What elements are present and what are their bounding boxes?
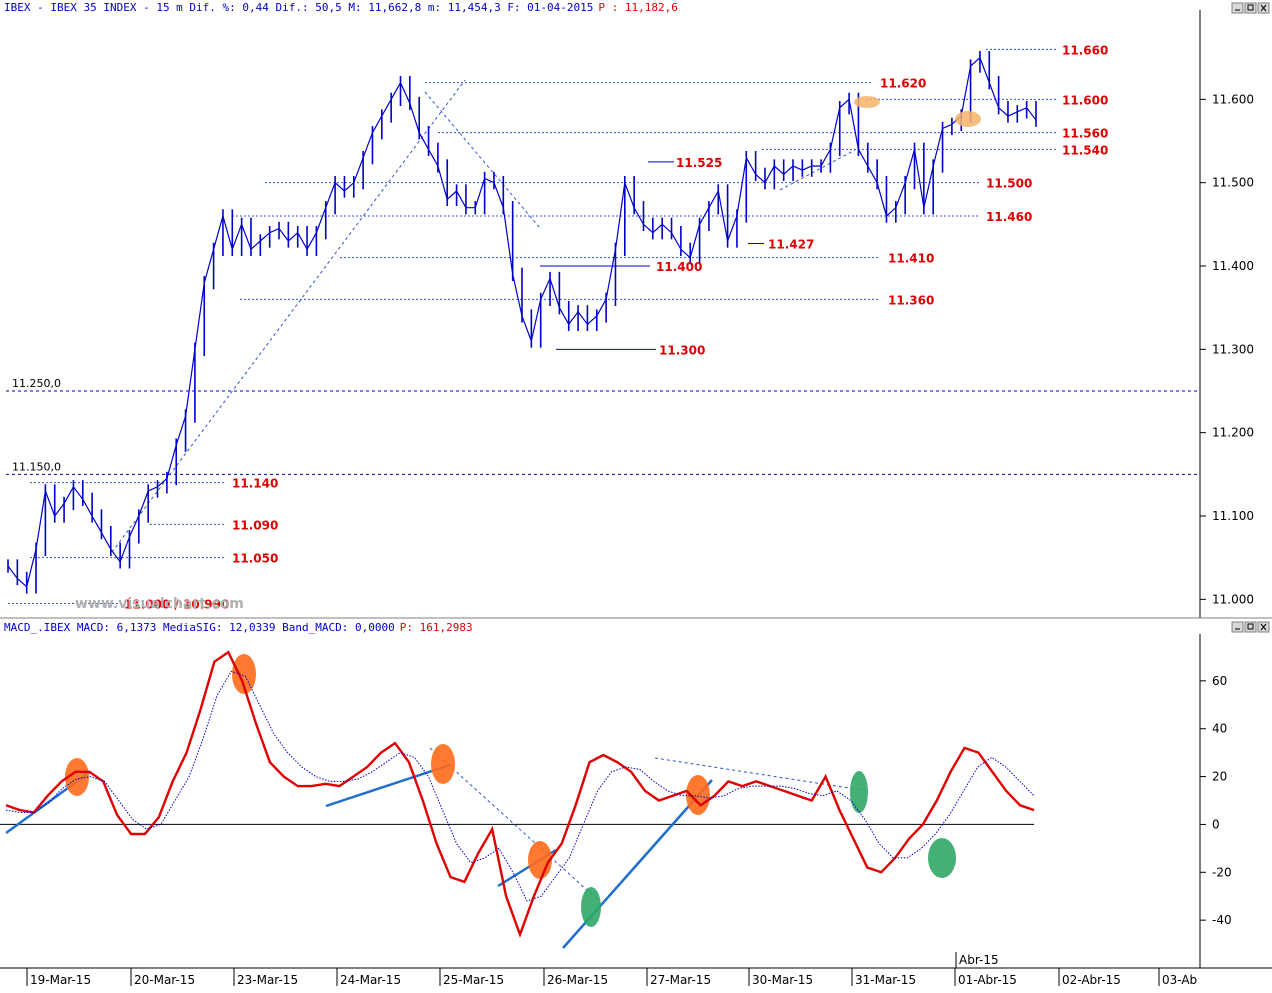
price-y-axis: 11.000 11.100 11.200 11.300 11.400 11.500 11.6…	[1200, 92, 1254, 606]
macd-dashed-trendline	[429, 747, 599, 901]
level-label: 11.140	[232, 477, 278, 491]
date-label: 24-Mar-15	[340, 973, 401, 987]
level-label: 11.500	[986, 177, 1032, 191]
macd-header: MACD_.IBEX MACD: 6,1373 MediaSIG: 12,033…	[4, 621, 473, 634]
price-header: IBEX - IBEX 35 INDEX - 15 m Dif. %: 0,44…	[4, 1, 678, 14]
level-label: 11.620	[880, 77, 926, 91]
level-label: 11.090	[232, 518, 278, 532]
close-icon[interactable]	[1257, 621, 1270, 633]
level-label: 11.000 / 10.990	[124, 598, 229, 612]
maximize-icon-box	[1244, 2, 1257, 14]
price-y-tick: 11.100	[1212, 509, 1254, 523]
macd-pane: 60 40 20 0 -20 -40	[0, 634, 1232, 968]
month-marker: Abr-15	[959, 953, 999, 967]
price-y-tick: 11.500	[1212, 176, 1254, 190]
minimize-icon-box	[1231, 2, 1244, 14]
date-label: 19-Mar-15	[30, 973, 91, 987]
level-label: 11.600	[1062, 93, 1108, 107]
price-pane: 11.250,0 11.150,0 11.660 11.620 11.600 11.56…	[0, 10, 1254, 618]
date-label: 30-Mar-15	[752, 973, 813, 987]
close-icon[interactable]	[1257, 2, 1270, 14]
reference-line-label: 11.150,0	[12, 460, 61, 473]
macd-y-axis: 60 40 20 0 -20 -40	[1200, 674, 1232, 927]
minimize-icon[interactable]	[1231, 621, 1244, 633]
level-label: 11.300	[659, 343, 705, 357]
level-label: 11.540	[1062, 143, 1108, 157]
date-label: 01-Abr-15	[958, 973, 1017, 987]
price-pane-controls	[1231, 2, 1270, 14]
price-y-tick: 11.400	[1212, 259, 1254, 273]
price-trendline	[779, 149, 856, 191]
level-label: 11.360	[888, 293, 934, 307]
price-levels: 11.250,0 11.150,0	[6, 48, 1198, 604]
price-header-text: IBEX - IBEX 35 INDEX - 15 m Dif. %: 0,44…	[4, 1, 593, 14]
macd-y-tick: 60	[1212, 674, 1227, 688]
macd-highlight	[686, 775, 710, 815]
macd-y-tick: 0	[1212, 817, 1220, 831]
watermark: www.visualchart.com	[75, 596, 244, 612]
date-label: 27-Mar-15	[650, 973, 711, 987]
date-label: 20-Mar-15	[134, 973, 195, 987]
macd-highlight	[850, 771, 868, 813]
level-label: 11.460	[986, 210, 1032, 224]
minimize-icon-box	[1231, 621, 1244, 633]
macd-trendlines	[5, 747, 863, 949]
macd-header-p: P: 161,2983	[400, 621, 473, 634]
maximize-icon-box	[1244, 621, 1257, 633]
price-highlight	[955, 111, 981, 127]
price-y-tick: 11.200	[1212, 426, 1254, 440]
macd-highlight	[431, 744, 455, 784]
macd-highlights	[65, 654, 956, 927]
price-highlight	[854, 96, 880, 108]
price-trendlines	[111, 79, 856, 553]
macd-line	[5, 650, 1035, 939]
price-y-tick: 11.600	[1212, 92, 1254, 106]
level-label: 11.050	[232, 552, 278, 566]
price-y-tick: 11.300	[1212, 342, 1254, 356]
macd-y-tick: 20	[1212, 770, 1227, 784]
date-axis: 19-Mar-15 20-Mar-15 23-Mar-15 24-Mar-15 25-M…	[26, 952, 1197, 987]
price-trendline	[111, 79, 466, 553]
maximize-icon-glyph	[1247, 4, 1254, 11]
date-label: 31-Mar-15	[855, 973, 916, 987]
macd-trendline	[325, 763, 451, 808]
price-y-tick: 11.000	[1212, 592, 1254, 606]
date-label: 25-Mar-15	[443, 973, 504, 987]
macd-y-tick: -20	[1212, 865, 1232, 879]
price-header-p: P : 11,182,6	[598, 1, 677, 14]
maximize-icon-glyph	[1247, 623, 1254, 630]
macd-series	[5, 650, 1035, 939]
date-label: 23-Mar-15	[237, 973, 298, 987]
price-line	[7, 56, 1037, 588]
level-label: 11.400	[656, 260, 702, 274]
maximize-icon[interactable]	[1244, 621, 1257, 633]
macd-y-tick: -40	[1212, 913, 1232, 927]
macd-header-text: MACD_.IBEX MACD: 6,1373 MediaSIG: 12,033…	[4, 621, 395, 634]
level-label: 11.560	[1062, 127, 1108, 141]
date-label: 26-Mar-15	[547, 973, 608, 987]
close-icon-glyph	[1260, 623, 1267, 631]
close-icon-glyph	[1260, 4, 1267, 12]
macd-dashed-trendline	[654, 757, 863, 791]
price-level-labels: 11.660 11.620 11.600 11.560 11.540 11.525 11.5…	[124, 43, 1108, 611]
level-label: 11.410	[888, 252, 934, 266]
macd-highlight	[65, 758, 89, 796]
macd-highlight	[581, 887, 601, 927]
level-label: 11.427	[768, 238, 814, 252]
price-series	[7, 51, 1037, 594]
level-label: 11.525	[676, 156, 722, 170]
level-label: 11.660	[1062, 43, 1108, 57]
reference-line-label: 11.250,0	[12, 377, 61, 390]
date-label: 02-Abr-15	[1062, 973, 1121, 987]
macd-highlight	[928, 838, 956, 878]
signal-line	[5, 670, 1035, 902]
macd-pane-controls	[1231, 621, 1270, 633]
minimize-icon[interactable]	[1231, 2, 1244, 14]
macd-highlight	[232, 654, 256, 694]
macd-y-tick: 40	[1212, 722, 1227, 736]
date-label: 03-Ab	[1162, 973, 1197, 987]
maximize-icon[interactable]	[1244, 2, 1257, 14]
